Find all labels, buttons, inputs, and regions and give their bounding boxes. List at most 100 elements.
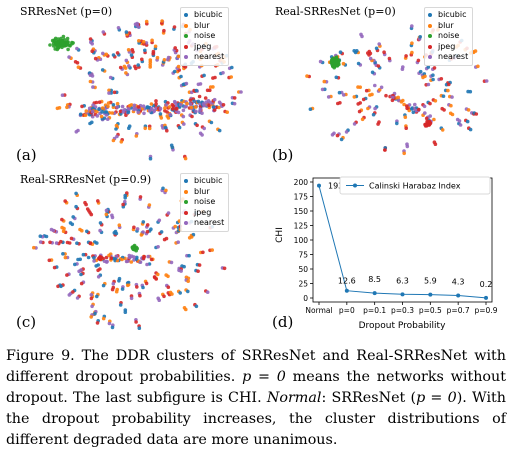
legend-label: bicubic	[438, 10, 467, 19]
scatter-point	[183, 156, 188, 161]
scatter-b	[305, 24, 489, 156]
panel-a: SRResNet (p=0) (a) bicubic blur noise jpeg n…	[0, 0, 250, 170]
caption-part-4: ). With the dropout probability increase…	[6, 390, 506, 448]
scatter-point	[188, 102, 193, 106]
scatter-point	[146, 254, 150, 259]
scatter-point	[165, 110, 169, 114]
scatter-point	[172, 25, 177, 29]
scatter-point	[186, 279, 190, 283]
legend-entry: jpeg	[184, 208, 224, 219]
chi-ytick-label: 150	[294, 207, 309, 216]
scatter-point	[65, 105, 69, 110]
legend-marker	[428, 55, 432, 60]
scatter-point	[232, 96, 237, 100]
scatter-point	[356, 102, 360, 106]
scatter-point	[91, 85, 95, 89]
scatter-point	[106, 101, 111, 105]
scatter-point	[124, 30, 129, 34]
scatter-point	[174, 107, 178, 111]
scatter-point	[404, 126, 408, 130]
scatter-point	[484, 79, 489, 83]
legend-marker	[184, 179, 188, 184]
scatter-point	[356, 85, 360, 89]
chi-xtick-label: p=0.5	[419, 306, 442, 315]
scatter-point	[147, 126, 152, 131]
scatter-point	[431, 73, 435, 77]
scatter-point	[326, 95, 331, 99]
scatter-point	[387, 56, 392, 61]
scatter-point	[38, 240, 43, 244]
scatter-point	[466, 108, 471, 112]
scatter-point	[426, 82, 431, 87]
scatter-point	[194, 109, 198, 114]
scatter-point	[447, 82, 451, 87]
chi-point	[400, 292, 405, 297]
panel-a-title: SRResNet (p=0)	[20, 5, 113, 18]
scatter-point	[152, 108, 157, 113]
scatter-point	[119, 140, 124, 144]
scatter-point	[376, 64, 381, 68]
panel-a-letter: (a)	[16, 146, 37, 164]
scatter-point	[188, 98, 193, 102]
legend-entry: jpeg	[428, 42, 468, 53]
scatter-point	[59, 239, 63, 244]
scatter-point	[468, 89, 473, 94]
scatter-point	[99, 256, 103, 260]
scatter-point	[103, 110, 108, 114]
legend-label: blur	[194, 20, 210, 30]
scatter-point	[352, 122, 357, 126]
scatter-point	[144, 19, 149, 24]
scatter-point	[56, 37, 60, 41]
legend-entry: nearest	[428, 52, 468, 63]
scatter-point	[110, 325, 115, 330]
scatter-point	[149, 257, 154, 262]
scatter-point	[65, 240, 70, 245]
scatter-point	[65, 42, 69, 47]
scatter-point	[357, 109, 362, 114]
scatter-point	[229, 75, 233, 79]
scatter-point	[107, 253, 111, 258]
scatter-point	[137, 326, 142, 330]
panel-b-letter: (b)	[272, 146, 294, 164]
chi-data-label: 4.3	[452, 278, 465, 287]
scatter-point	[424, 116, 429, 121]
scatter-point	[132, 243, 137, 248]
legend-marker	[184, 44, 188, 49]
scatter-point	[54, 41, 59, 45]
scatter-point	[418, 69, 423, 74]
scatter-point	[145, 229, 150, 234]
scatter-point	[134, 320, 138, 324]
scatter-point	[211, 105, 216, 109]
scatter-point	[450, 95, 454, 99]
scatter-point	[110, 111, 114, 115]
scatter-point	[182, 264, 186, 269]
scatter-point	[154, 277, 158, 281]
scatter-point	[85, 207, 90, 211]
scatter-point	[96, 199, 100, 203]
legend-label: blur	[438, 20, 454, 30]
scatter-point	[209, 120, 214, 125]
scatter-point	[86, 255, 91, 260]
scatter-point	[402, 151, 406, 156]
scatter-point	[403, 115, 408, 119]
scatter-point	[114, 127, 118, 131]
scatter-c	[32, 186, 227, 330]
scatter-point	[104, 212, 109, 217]
scatter-point	[101, 51, 105, 56]
scatter-point	[161, 126, 165, 130]
scatter-point	[108, 75, 113, 80]
scatter-point	[114, 254, 119, 259]
chi-data-label: 0.2	[480, 280, 493, 289]
scatter-point	[410, 24, 414, 28]
scatter-point	[117, 279, 121, 283]
scatter-point	[195, 123, 199, 128]
scatter-point	[161, 186, 165, 191]
scatter-point	[89, 296, 94, 301]
scatter-point	[150, 38, 154, 43]
scatter-point	[185, 101, 189, 106]
scatter-point	[94, 264, 98, 268]
scatter-point	[158, 106, 163, 111]
scatter-point	[212, 108, 217, 112]
scatter-point	[428, 121, 433, 125]
legend-label: nearest	[194, 218, 225, 227]
